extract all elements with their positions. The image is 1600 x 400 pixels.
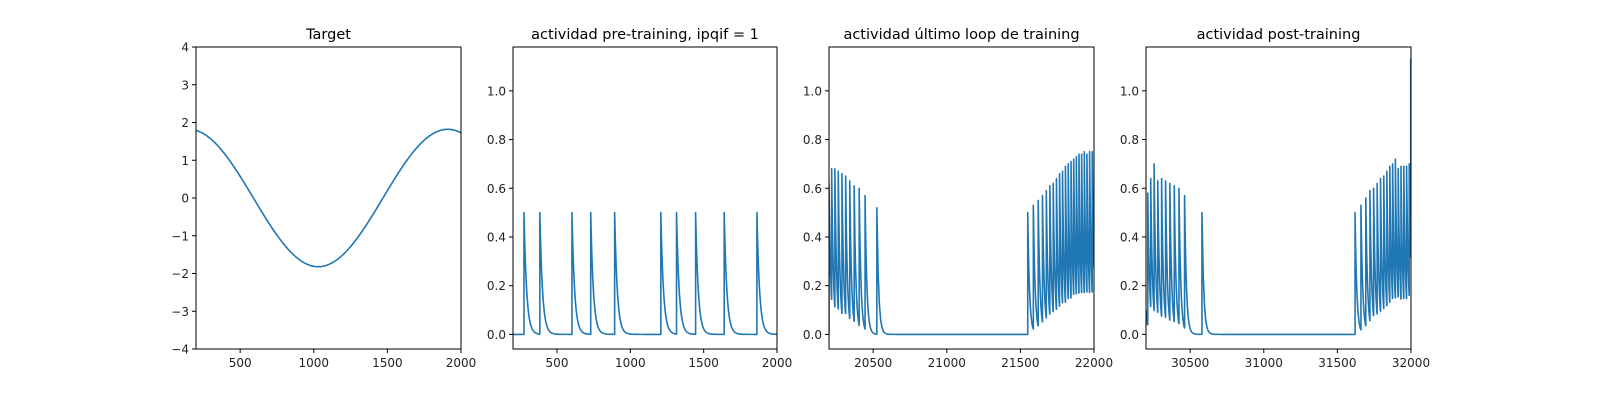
- y-tick-label: 0.2: [487, 279, 506, 293]
- y-tick-label: −3: [171, 305, 189, 319]
- y-tick-label: 0.0: [487, 328, 506, 342]
- y-tick-label: 1.0: [803, 84, 822, 98]
- y-tick-label: 1: [181, 154, 189, 168]
- x-tick-label: 1000: [299, 356, 330, 370]
- axes-frame: [195, 46, 462, 350]
- y-tick-label: 0.2: [803, 279, 822, 293]
- subplot-title: actividad último loop de training: [843, 27, 1079, 43]
- y-tick-label: 0.8: [803, 133, 822, 147]
- y-tick-label: −2: [171, 267, 189, 281]
- y-tick-label: 1.0: [1120, 84, 1139, 98]
- subplot-title: actividad post-training: [1197, 27, 1361, 43]
- subplot-1: 500 1000 1500 2000 −4 −3 −2 −1 0 1 2 3 4 Target: [171, 27, 476, 370]
- axes-frame: [1145, 46, 1412, 350]
- x-tick-label: 500: [546, 356, 569, 370]
- y-tick-label: 0.0: [1120, 328, 1139, 342]
- x-tick-label: 2000: [762, 356, 793, 370]
- y-tick-label: 3: [181, 78, 189, 92]
- x-tick-label: 22000: [1075, 356, 1113, 370]
- x-tick-label: 32000: [1392, 356, 1430, 370]
- x-tick-label: 2000: [446, 356, 477, 370]
- y-tick-label: 4: [181, 41, 189, 55]
- x-tick-label: 31000: [1245, 356, 1283, 370]
- y-tick-label: 1.0: [487, 84, 506, 98]
- y-tick-label: 0.8: [487, 133, 506, 147]
- subplot-title: Target: [305, 27, 351, 43]
- y-tick-label: 0.4: [803, 230, 822, 244]
- x-tick-label: 20500: [854, 356, 892, 370]
- x-tick-label: 31500: [1318, 356, 1356, 370]
- x-tick-label: 1500: [372, 356, 403, 370]
- x-tick-label: 30500: [1171, 356, 1209, 370]
- y-tick-label: −4: [171, 343, 189, 357]
- series-line-1-1: [196, 128, 461, 268]
- series-line-3-1: [829, 150, 1094, 336]
- y-tick-label: 0.2: [1120, 279, 1139, 293]
- subplot-3: 20500 21000 21500 22000 0.0 0.2 0.4 0.6 0.8 1.0 ac…: [803, 27, 1113, 370]
- y-tick-label: −1: [171, 229, 189, 243]
- y-tick-label: 0.6: [803, 182, 822, 196]
- x-tick-label: 500: [229, 356, 252, 370]
- axes-frame: [512, 46, 778, 350]
- x-tick-label: 21500: [1001, 356, 1039, 370]
- x-tick-label: 1500: [688, 356, 719, 370]
- series-line-2-1: [513, 211, 777, 336]
- x-tick-label: 21000: [928, 356, 966, 370]
- y-tick-label: 0.4: [487, 230, 506, 244]
- y-tick-label: 0: [181, 192, 189, 206]
- y-tick-label: 0.6: [1120, 182, 1139, 196]
- y-tick-label: 0.4: [1120, 230, 1139, 244]
- x-tick-label: 1000: [615, 356, 646, 370]
- series-line-4-1: [1146, 58, 1411, 336]
- y-tick-label: 0.6: [487, 182, 506, 196]
- subplot-4: 30500 31000 31500 32000 0.0 0.2 0.4 0.6 0.8 1.0 ac…: [1120, 27, 1430, 370]
- y-tick-label: 0.0: [803, 328, 822, 342]
- y-tick-label: 0.8: [1120, 133, 1139, 147]
- axes-frame: [828, 46, 1095, 350]
- subplot-title: actividad pre-training, ipqif = 1: [531, 27, 759, 43]
- subplot-2: 500 1000 1500 2000 0.0 0.2 0.4 0.6 0.8 1.0 activid…: [487, 27, 792, 370]
- y-tick-label: 2: [181, 116, 189, 130]
